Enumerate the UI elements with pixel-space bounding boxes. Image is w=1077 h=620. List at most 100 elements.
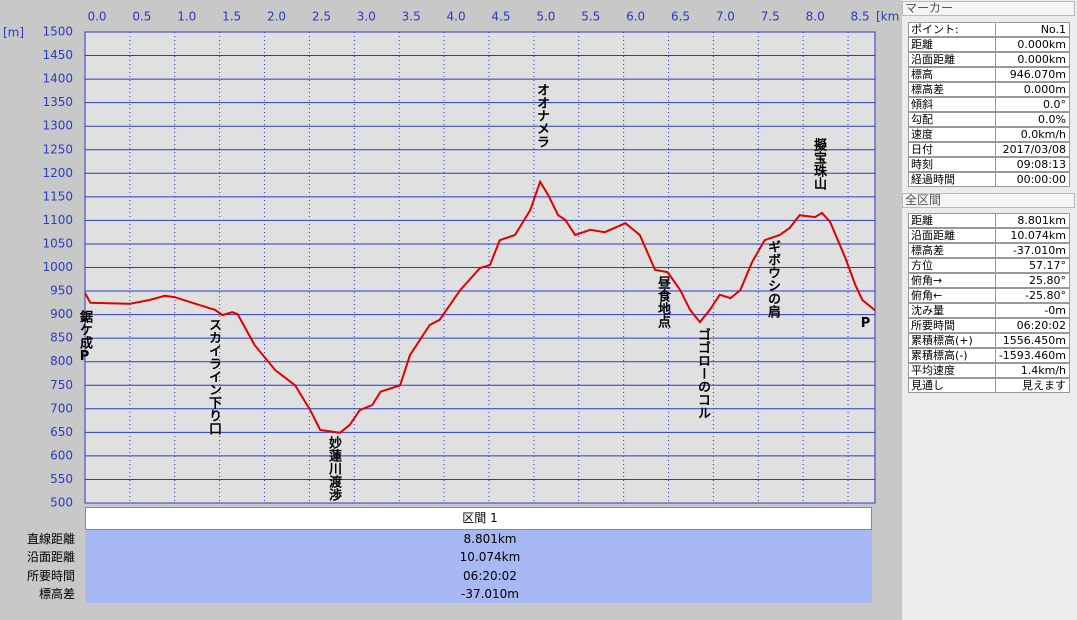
x-tick-label: 1.0	[177, 10, 196, 24]
info-row: 沈み量 -0m	[908, 303, 1070, 318]
info-value: 00:00:00	[1016, 173, 1066, 186]
x-tick-label: 6.5	[671, 10, 690, 24]
x-tick-label: 2.0	[267, 10, 286, 24]
separator	[995, 379, 996, 392]
separator	[995, 319, 996, 332]
info-value: 8.801km	[1017, 214, 1066, 227]
y-tick-label: 1100	[42, 213, 73, 227]
info-row: 俯角→ 25.80°	[908, 273, 1070, 288]
info-value: 1.4km/h	[1020, 364, 1066, 377]
info-value: 06:20:02	[1016, 319, 1066, 332]
x-tick-label: 5.5	[581, 10, 600, 24]
info-label: 累積標高(-)	[911, 349, 968, 362]
elevation-line	[84, 179, 876, 434]
section-value: 8.801km	[463, 532, 517, 546]
x-tick-label: 8.0	[806, 10, 825, 24]
annotation: P	[858, 316, 873, 331]
separator	[995, 38, 996, 51]
info-value: 0.0km/h	[1020, 128, 1066, 141]
separator	[995, 128, 996, 141]
panel-header: マーカー	[902, 1, 1075, 16]
section-header	[85, 507, 872, 530]
annotation: ギボウシの肩	[765, 240, 780, 318]
info-label: 沿面距離	[911, 229, 955, 242]
info-value: 0.0°	[1043, 98, 1066, 111]
separator	[995, 68, 996, 81]
info-row: ポイント: No.1	[908, 22, 1070, 37]
annotation: 妙蓮川渡渉	[326, 436, 341, 501]
separator	[995, 158, 996, 171]
info-label: 標高	[911, 68, 933, 81]
info-label: 速度	[911, 128, 933, 141]
separator	[995, 334, 996, 347]
info-label: ポイント:	[911, 23, 959, 36]
info-label: 距離	[911, 38, 933, 51]
x-tick-label: 0.5	[132, 10, 151, 24]
info-row: 経過時間 00:00:00	[908, 172, 1070, 187]
info-label: 平均速度	[911, 364, 955, 377]
annotation: ゴゴローのコル	[695, 328, 710, 419]
y-tick-label: 800	[50, 354, 73, 368]
info-label: 標高差	[911, 244, 944, 257]
x-tick-label: 4.0	[447, 10, 466, 24]
annotation: 鋸ケ成P	[77, 310, 92, 364]
info-label: 累積標高(+)	[911, 334, 973, 347]
info-value: 09:08:13	[1016, 158, 1066, 171]
y-tick-label: 650	[50, 425, 73, 439]
panel-header: 全区間	[902, 193, 1075, 208]
info-label: 俯角←	[911, 289, 943, 302]
info-value: -0m	[1044, 304, 1066, 317]
info-value: 1556.450m	[1002, 334, 1066, 347]
section-body	[85, 530, 872, 603]
separator	[995, 229, 996, 242]
y-tick-label: 1200	[42, 166, 73, 180]
info-row: 方位 57.17°	[908, 258, 1070, 273]
info-label: 距離	[911, 214, 933, 227]
y-tick-label: 1300	[42, 119, 73, 133]
info-value: 2017/03/08	[1002, 143, 1066, 156]
y-tick-label: 900	[50, 307, 73, 321]
separator	[995, 244, 996, 257]
info-label: 標高差	[911, 83, 944, 96]
info-label: 所要時間	[911, 319, 955, 332]
separator	[995, 214, 996, 227]
y-tick-label: 1400	[42, 72, 73, 86]
info-value: 0.000m	[1023, 83, 1066, 96]
info-label: 沿面距離	[911, 53, 955, 66]
info-row: 速度 0.0km/h	[908, 127, 1070, 142]
annotation: スカイライン下り口	[206, 318, 221, 435]
y-tick-label: 950	[50, 284, 73, 298]
info-value: -25.80°	[1025, 289, 1066, 302]
info-value: 946.070m	[1009, 68, 1066, 81]
annotation: 擬宝珠山	[811, 138, 826, 190]
info-label: 見通し	[911, 379, 944, 392]
separator	[995, 364, 996, 377]
separator	[995, 23, 996, 36]
info-label: 方位	[911, 259, 933, 272]
info-label: 経過時間	[911, 173, 955, 186]
info-value: -37.010m	[1012, 244, 1066, 257]
y-tick-label: 850	[50, 331, 73, 345]
section-value: 10.074km	[459, 550, 521, 565]
section-label: 沿面距離	[26, 550, 75, 565]
info-label: 時刻	[911, 158, 933, 171]
info-label: 沈み量	[911, 304, 944, 317]
separator	[995, 259, 996, 272]
y-unit: [m]	[3, 26, 24, 40]
info-label: 日付	[911, 143, 933, 156]
info-value: 0.000km	[1017, 38, 1066, 51]
y-tick-label: 600	[50, 448, 73, 462]
separator	[995, 304, 996, 317]
x-tick-label: 1.5	[222, 10, 241, 24]
info-row: 平均速度 1.4km/h	[908, 363, 1070, 378]
x-tick-label: 3.0	[357, 10, 376, 24]
y-tick-label: 550	[50, 472, 73, 486]
info-value: 10.074km	[1010, 229, 1066, 242]
info-value: No.1	[1040, 23, 1066, 36]
separator	[995, 53, 996, 66]
y-tick-label: 1450	[42, 48, 73, 62]
y-tick-label: 1150	[42, 189, 73, 203]
info-label: 勾配	[911, 113, 933, 126]
section-value: -37.010m	[460, 586, 519, 601]
